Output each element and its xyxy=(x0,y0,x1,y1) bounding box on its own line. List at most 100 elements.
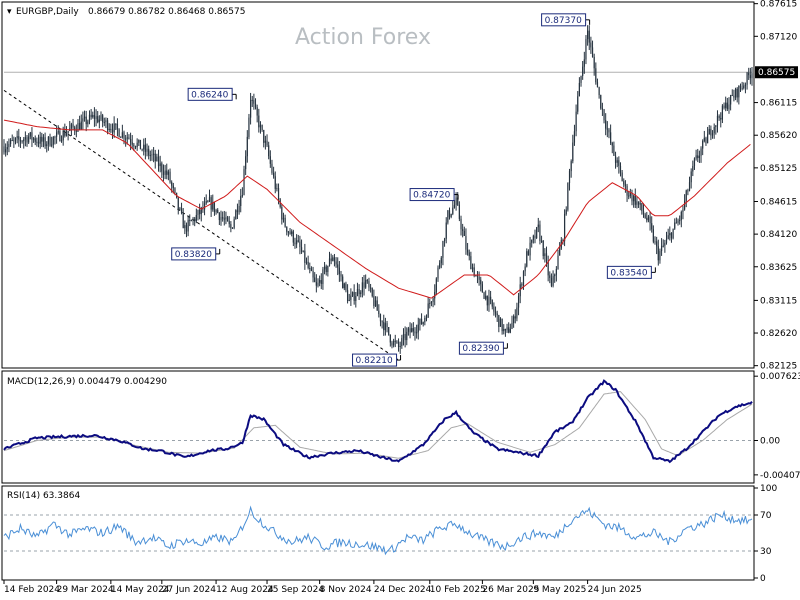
candle xyxy=(662,239,664,248)
candle xyxy=(333,253,336,267)
candle xyxy=(264,135,266,150)
candle xyxy=(396,340,398,344)
candle xyxy=(103,117,105,127)
candle-body xyxy=(483,292,485,299)
candle-body xyxy=(422,322,424,325)
candle xyxy=(18,128,20,147)
candle-body xyxy=(23,139,25,142)
candle-body xyxy=(542,240,544,257)
candle-body xyxy=(675,222,677,224)
candle xyxy=(263,129,265,148)
candle xyxy=(251,95,253,107)
candle-body xyxy=(429,303,431,305)
price-tick-label: 0.85620 xyxy=(760,131,797,141)
candle xyxy=(92,111,94,119)
candle xyxy=(126,132,128,145)
candle-body xyxy=(133,144,135,147)
candle xyxy=(87,119,89,128)
candle-body xyxy=(345,283,347,291)
candle-body xyxy=(179,208,181,210)
candle-body xyxy=(396,341,398,343)
candle-body xyxy=(734,88,737,98)
rsi-tick-label: 0 xyxy=(760,574,766,584)
candle xyxy=(153,147,155,163)
annotation: 0.83540 xyxy=(606,265,656,279)
candle xyxy=(363,274,365,296)
candle xyxy=(531,239,533,248)
candle-body xyxy=(725,102,727,108)
candle xyxy=(547,255,549,282)
candle xyxy=(460,215,462,236)
candle-body xyxy=(330,258,332,261)
candle-body xyxy=(222,217,224,219)
candle xyxy=(504,328,507,337)
candle xyxy=(23,137,25,149)
candle xyxy=(480,276,482,292)
candle-body xyxy=(314,277,316,282)
candle-body xyxy=(263,129,265,143)
candle xyxy=(190,219,193,222)
candle xyxy=(674,218,676,230)
candle-body xyxy=(455,197,457,205)
candle xyxy=(647,214,650,223)
candle xyxy=(327,265,329,277)
candle-body xyxy=(294,242,296,245)
candle-body xyxy=(162,171,165,175)
candle xyxy=(161,161,163,178)
candle xyxy=(373,289,375,309)
candle-body xyxy=(9,140,12,144)
candle xyxy=(314,272,316,283)
candle xyxy=(233,216,235,230)
candle-body xyxy=(419,318,421,325)
candle-body xyxy=(443,238,446,242)
candle-body xyxy=(744,84,747,86)
annotations: 0.86240 0.83820 0.82210 0.84720 0.82390 0.873… xyxy=(171,13,656,367)
candle-body xyxy=(5,149,7,153)
candle xyxy=(192,216,194,226)
candle-body xyxy=(185,225,188,232)
candle-body xyxy=(532,235,534,240)
candle xyxy=(282,212,285,223)
candle-body xyxy=(700,148,702,156)
candle xyxy=(529,236,531,261)
candle-body xyxy=(296,240,298,245)
candle xyxy=(82,111,84,130)
candle xyxy=(83,110,86,122)
candle-body xyxy=(416,332,418,334)
annotation-label: 0.87370 xyxy=(545,16,582,26)
candle xyxy=(432,296,434,308)
candle xyxy=(746,71,748,90)
candle xyxy=(386,320,388,333)
candle-body xyxy=(697,155,699,159)
collapse-icon[interactable]: ▾ xyxy=(7,7,12,17)
ohlc-readout: 0.86679 0.86782 0.86468 0.86575 xyxy=(88,7,245,17)
candle xyxy=(348,293,350,302)
candle xyxy=(466,242,469,256)
candle-body xyxy=(203,203,206,210)
candle xyxy=(113,116,115,138)
candle xyxy=(471,263,474,273)
candle xyxy=(452,199,454,216)
candle xyxy=(716,110,719,133)
candle-body xyxy=(320,280,322,284)
candle xyxy=(624,180,627,193)
candle-body xyxy=(588,30,590,43)
candle-body xyxy=(508,327,510,333)
candle xyxy=(39,131,41,149)
candle-body xyxy=(521,284,523,286)
candle xyxy=(425,314,428,322)
macd-tick-label: 0.007623 xyxy=(760,372,800,382)
candle-body xyxy=(235,210,237,220)
candle-body xyxy=(503,328,505,332)
candle xyxy=(462,223,464,238)
candle-body xyxy=(726,102,728,110)
candle xyxy=(733,89,735,102)
price-panel xyxy=(1,1,755,369)
candle-body xyxy=(665,238,668,243)
candle xyxy=(16,130,18,144)
candle-body xyxy=(19,139,22,142)
candle xyxy=(481,281,483,293)
candle xyxy=(409,322,411,339)
candle xyxy=(498,314,500,333)
candle-body xyxy=(340,274,342,277)
